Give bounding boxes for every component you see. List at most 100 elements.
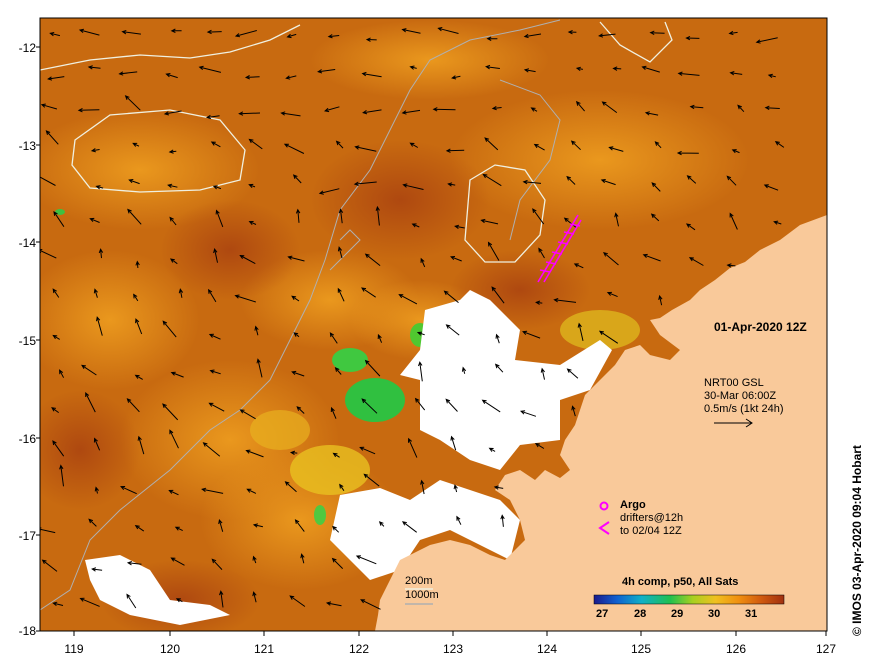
current-arrow bbox=[445, 398, 458, 412]
current-arrow bbox=[168, 489, 179, 496]
current-arrow bbox=[355, 555, 377, 565]
current-arrow bbox=[53, 210, 65, 227]
colorbar-tick: 27 bbox=[596, 608, 609, 620]
current-arrow bbox=[540, 367, 545, 380]
current-arrow bbox=[98, 248, 104, 259]
current-arrow bbox=[401, 109, 421, 115]
current-arrow bbox=[729, 71, 743, 76]
current-arrow bbox=[361, 287, 376, 298]
current-arrow bbox=[361, 71, 382, 78]
current-arrow bbox=[614, 212, 619, 227]
contour-1000m bbox=[329, 229, 361, 271]
drifters-until-label: to 02/04 12Z bbox=[620, 525, 682, 537]
current-arrow bbox=[212, 185, 222, 190]
current-arrow bbox=[362, 109, 382, 115]
current-arrow bbox=[135, 318, 143, 335]
current-arrow bbox=[169, 429, 179, 449]
current-arrow bbox=[402, 183, 424, 190]
current-arrow bbox=[248, 138, 263, 150]
island bbox=[638, 360, 650, 372]
current-arrow bbox=[608, 146, 624, 152]
current-arrow bbox=[178, 288, 184, 298]
current-arrow bbox=[522, 179, 542, 185]
lon-tick-label: 121 bbox=[253, 642, 275, 656]
current-arrow bbox=[563, 217, 578, 229]
current-arrow bbox=[285, 75, 297, 80]
current-arrow bbox=[334, 367, 342, 375]
current-arrow bbox=[59, 369, 65, 378]
current-arrow bbox=[437, 27, 459, 34]
current-arrow bbox=[294, 519, 305, 532]
current-arrow bbox=[774, 141, 785, 148]
plot-frame bbox=[39, 17, 828, 632]
current-arrow bbox=[601, 101, 618, 114]
current-arrow bbox=[500, 514, 505, 527]
current-arrow bbox=[533, 143, 545, 151]
current-arrow bbox=[78, 28, 100, 36]
current-arrow bbox=[332, 525, 340, 533]
current-arrow bbox=[488, 447, 496, 452]
current-arrow bbox=[658, 294, 663, 306]
current-arrow bbox=[40, 174, 56, 186]
land-mass bbox=[375, 215, 827, 631]
current-arrow bbox=[486, 36, 498, 41]
drifters-label: drifters@12h bbox=[620, 512, 684, 524]
current-arrow bbox=[47, 76, 65, 81]
island bbox=[597, 395, 608, 406]
contour-1000m bbox=[40, 19, 561, 611]
current-arrow bbox=[332, 452, 340, 458]
lon-tick-label: 127 bbox=[815, 642, 837, 656]
current-arrow bbox=[451, 75, 461, 80]
current-arrow bbox=[211, 558, 223, 570]
current-arrow bbox=[87, 65, 101, 70]
current-arrow bbox=[248, 183, 256, 188]
current-arrow bbox=[445, 148, 465, 153]
current-arrow bbox=[432, 107, 456, 112]
current-arrow bbox=[737, 104, 745, 113]
current-arrow bbox=[598, 33, 616, 38]
current-arrow bbox=[573, 263, 584, 269]
warm-patch bbox=[450, 90, 750, 230]
current-arrow bbox=[644, 111, 659, 116]
current-arrow bbox=[283, 143, 305, 154]
current-arrow bbox=[168, 149, 177, 154]
current-arrow bbox=[96, 316, 103, 336]
cool-patch bbox=[314, 505, 326, 525]
current-arrow bbox=[127, 208, 142, 225]
current-arrow bbox=[767, 73, 776, 78]
current-arrow bbox=[482, 173, 502, 187]
current-arrow bbox=[280, 111, 301, 117]
current-arrow bbox=[293, 332, 300, 338]
current-arrow bbox=[575, 66, 583, 71]
current-arrow bbox=[642, 253, 661, 262]
current-arrow bbox=[234, 294, 256, 303]
current-arrow bbox=[126, 593, 137, 609]
contour-200m-label: 200m bbox=[405, 575, 433, 587]
current-arrow bbox=[205, 114, 220, 120]
current-arrow bbox=[256, 358, 263, 378]
current-arrow bbox=[401, 28, 421, 34]
current-arrow bbox=[420, 479, 425, 495]
current-arrow bbox=[135, 260, 140, 269]
current-arrow bbox=[337, 287, 345, 302]
current-arrow bbox=[317, 69, 336, 74]
current-arrow bbox=[244, 75, 260, 80]
current-arrow bbox=[461, 366, 467, 374]
current-arrow bbox=[207, 288, 217, 303]
current-arrow bbox=[354, 145, 377, 152]
current-arrow bbox=[416, 331, 425, 336]
hot-patch bbox=[40, 390, 140, 510]
current-arrow bbox=[208, 402, 225, 412]
cloud-mask bbox=[330, 480, 520, 580]
current-arrow bbox=[726, 263, 736, 268]
current-arrow bbox=[239, 409, 256, 420]
current-arrow bbox=[456, 515, 462, 525]
current-arrow bbox=[575, 100, 585, 112]
colorbar-tick: 31 bbox=[745, 608, 758, 620]
current-arrow bbox=[170, 371, 184, 378]
current-arrow bbox=[118, 71, 138, 76]
current-arrow bbox=[685, 35, 700, 41]
current-arrow bbox=[603, 251, 619, 266]
lon-tick-label: 120 bbox=[159, 642, 181, 656]
argo-label: Argo bbox=[620, 499, 646, 511]
